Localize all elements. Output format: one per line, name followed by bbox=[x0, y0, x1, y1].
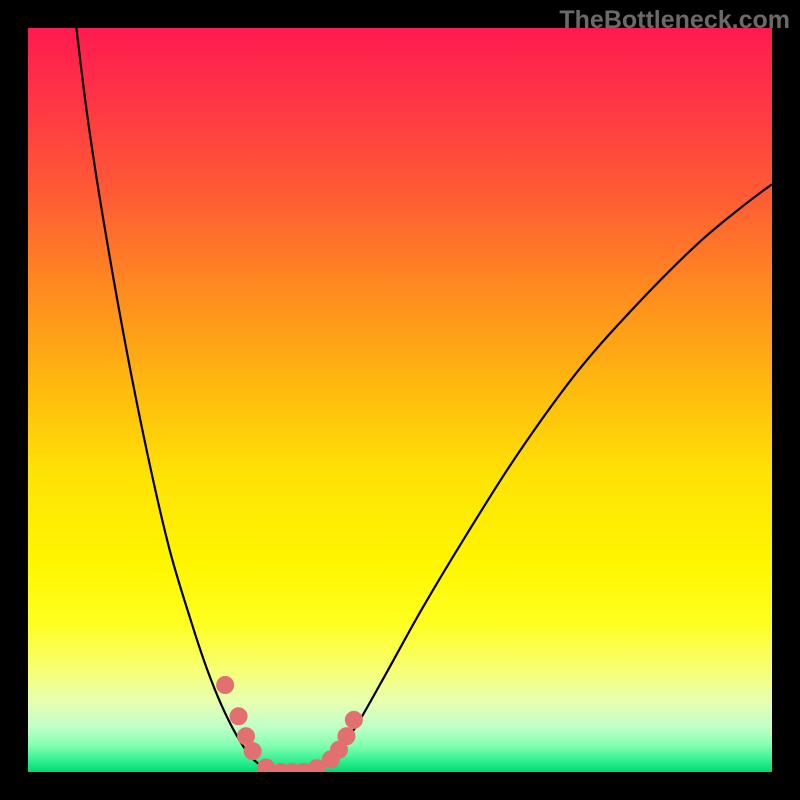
watermark-text: TheBottleneck.com bbox=[559, 6, 790, 35]
data-marker bbox=[217, 676, 234, 693]
data-marker bbox=[338, 728, 355, 745]
data-marker bbox=[345, 711, 362, 728]
gradient-background bbox=[28, 28, 772, 772]
bottleneck-chart bbox=[0, 0, 800, 800]
chart-frame: TheBottleneck.com bbox=[0, 0, 800, 800]
data-marker bbox=[230, 708, 247, 725]
data-marker bbox=[244, 743, 261, 760]
